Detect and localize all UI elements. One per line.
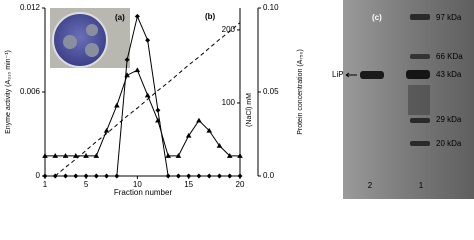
data-point (124, 57, 130, 63)
data-point (103, 127, 110, 133)
y3-tick-label: 0.05 (263, 87, 279, 96)
gel-band (410, 54, 430, 59)
data-point (216, 173, 222, 179)
data-point (216, 142, 223, 148)
data-point (175, 153, 182, 158)
data-point (196, 173, 202, 179)
data-point (93, 153, 100, 158)
lane-label: 1 (419, 181, 424, 190)
data-point (237, 153, 243, 158)
x-tick-label: 1 (43, 180, 48, 189)
x-axis-title: Fraction number (114, 188, 173, 197)
gel-smear (408, 85, 430, 115)
data-point (114, 173, 120, 179)
data-point (186, 173, 192, 179)
data-point (196, 117, 202, 123)
data-point (124, 72, 130, 78)
data-point (83, 153, 89, 158)
data-point (73, 173, 79, 179)
y2-tick-label: 200 (222, 25, 236, 34)
data-point (206, 127, 213, 133)
data-point (72, 153, 79, 158)
y2-tick-label: 100 (222, 98, 236, 107)
gel-band (410, 118, 430, 123)
band-label: LiP (332, 70, 344, 79)
data-point (63, 173, 69, 179)
marker-label: 43 kDa (436, 70, 462, 79)
marker-label: 20 kDa (436, 139, 462, 148)
data-point (93, 173, 99, 179)
data-point (134, 67, 141, 73)
data-point (145, 37, 151, 43)
marker-label: 97 kDa (436, 13, 462, 22)
data-point (206, 173, 212, 179)
data-point (114, 102, 120, 108)
data-point (104, 173, 110, 179)
colony (63, 35, 77, 49)
x-tick-label: 15 (184, 180, 193, 189)
data-point (165, 153, 171, 158)
panel-label: (b) (205, 12, 216, 21)
y-axis-title: Enyme activity (A₃₁₀ min⁻¹) (5, 50, 12, 134)
gel-band (406, 70, 430, 79)
lane-label: 2 (368, 181, 373, 190)
y3-tick-label: 0.10 (263, 3, 279, 12)
data-point (144, 92, 151, 98)
data-point (165, 173, 171, 179)
y-tick-label: 0 (36, 171, 41, 180)
gel-band (360, 71, 384, 79)
gel-panel-label: (c) (372, 13, 382, 22)
series-line (54, 22, 241, 177)
data-point (134, 13, 140, 19)
x-tick-label: 10 (133, 180, 142, 189)
y3-tick-label: 0.0 (263, 171, 275, 180)
marker-label: 29 kDa (436, 115, 462, 124)
y3-axis-title: Protein concentration (A₇₅₀) (297, 49, 304, 135)
data-point (175, 173, 181, 179)
data-point (155, 107, 161, 113)
data-point (185, 132, 192, 138)
data-point (155, 117, 161, 123)
marker-label: 66 KDa (436, 52, 463, 61)
data-point (52, 153, 59, 158)
data-point (227, 173, 233, 179)
y2-axis-title: (NaCl) mM (246, 93, 253, 127)
data-point (42, 153, 48, 158)
y-tick-label: 0.006 (20, 87, 41, 96)
data-point (226, 153, 233, 158)
data-point (42, 173, 48, 179)
y-tick-label: 0.012 (20, 3, 41, 12)
colony (86, 24, 98, 36)
inset-label: (a) (115, 13, 125, 22)
x-tick-label: 20 (236, 180, 245, 189)
gel-band (410, 14, 430, 20)
colony (85, 43, 99, 57)
gel-panel: (c) LiP 2 1 97 kDa 66 KDa 43 kDa 29 kDa … (332, 0, 474, 199)
x-tick-label: 5 (84, 180, 89, 189)
figure: (a) (b) Fraction number Enyme activity (… (5, 0, 474, 199)
data-point (62, 153, 69, 158)
series-line (45, 69, 240, 157)
inset-photo: (a) (50, 8, 130, 68)
petri-dish (52, 12, 108, 68)
gel-band (410, 141, 430, 146)
data-point (83, 173, 89, 179)
band-arrow (345, 72, 357, 78)
data-point (237, 173, 243, 179)
